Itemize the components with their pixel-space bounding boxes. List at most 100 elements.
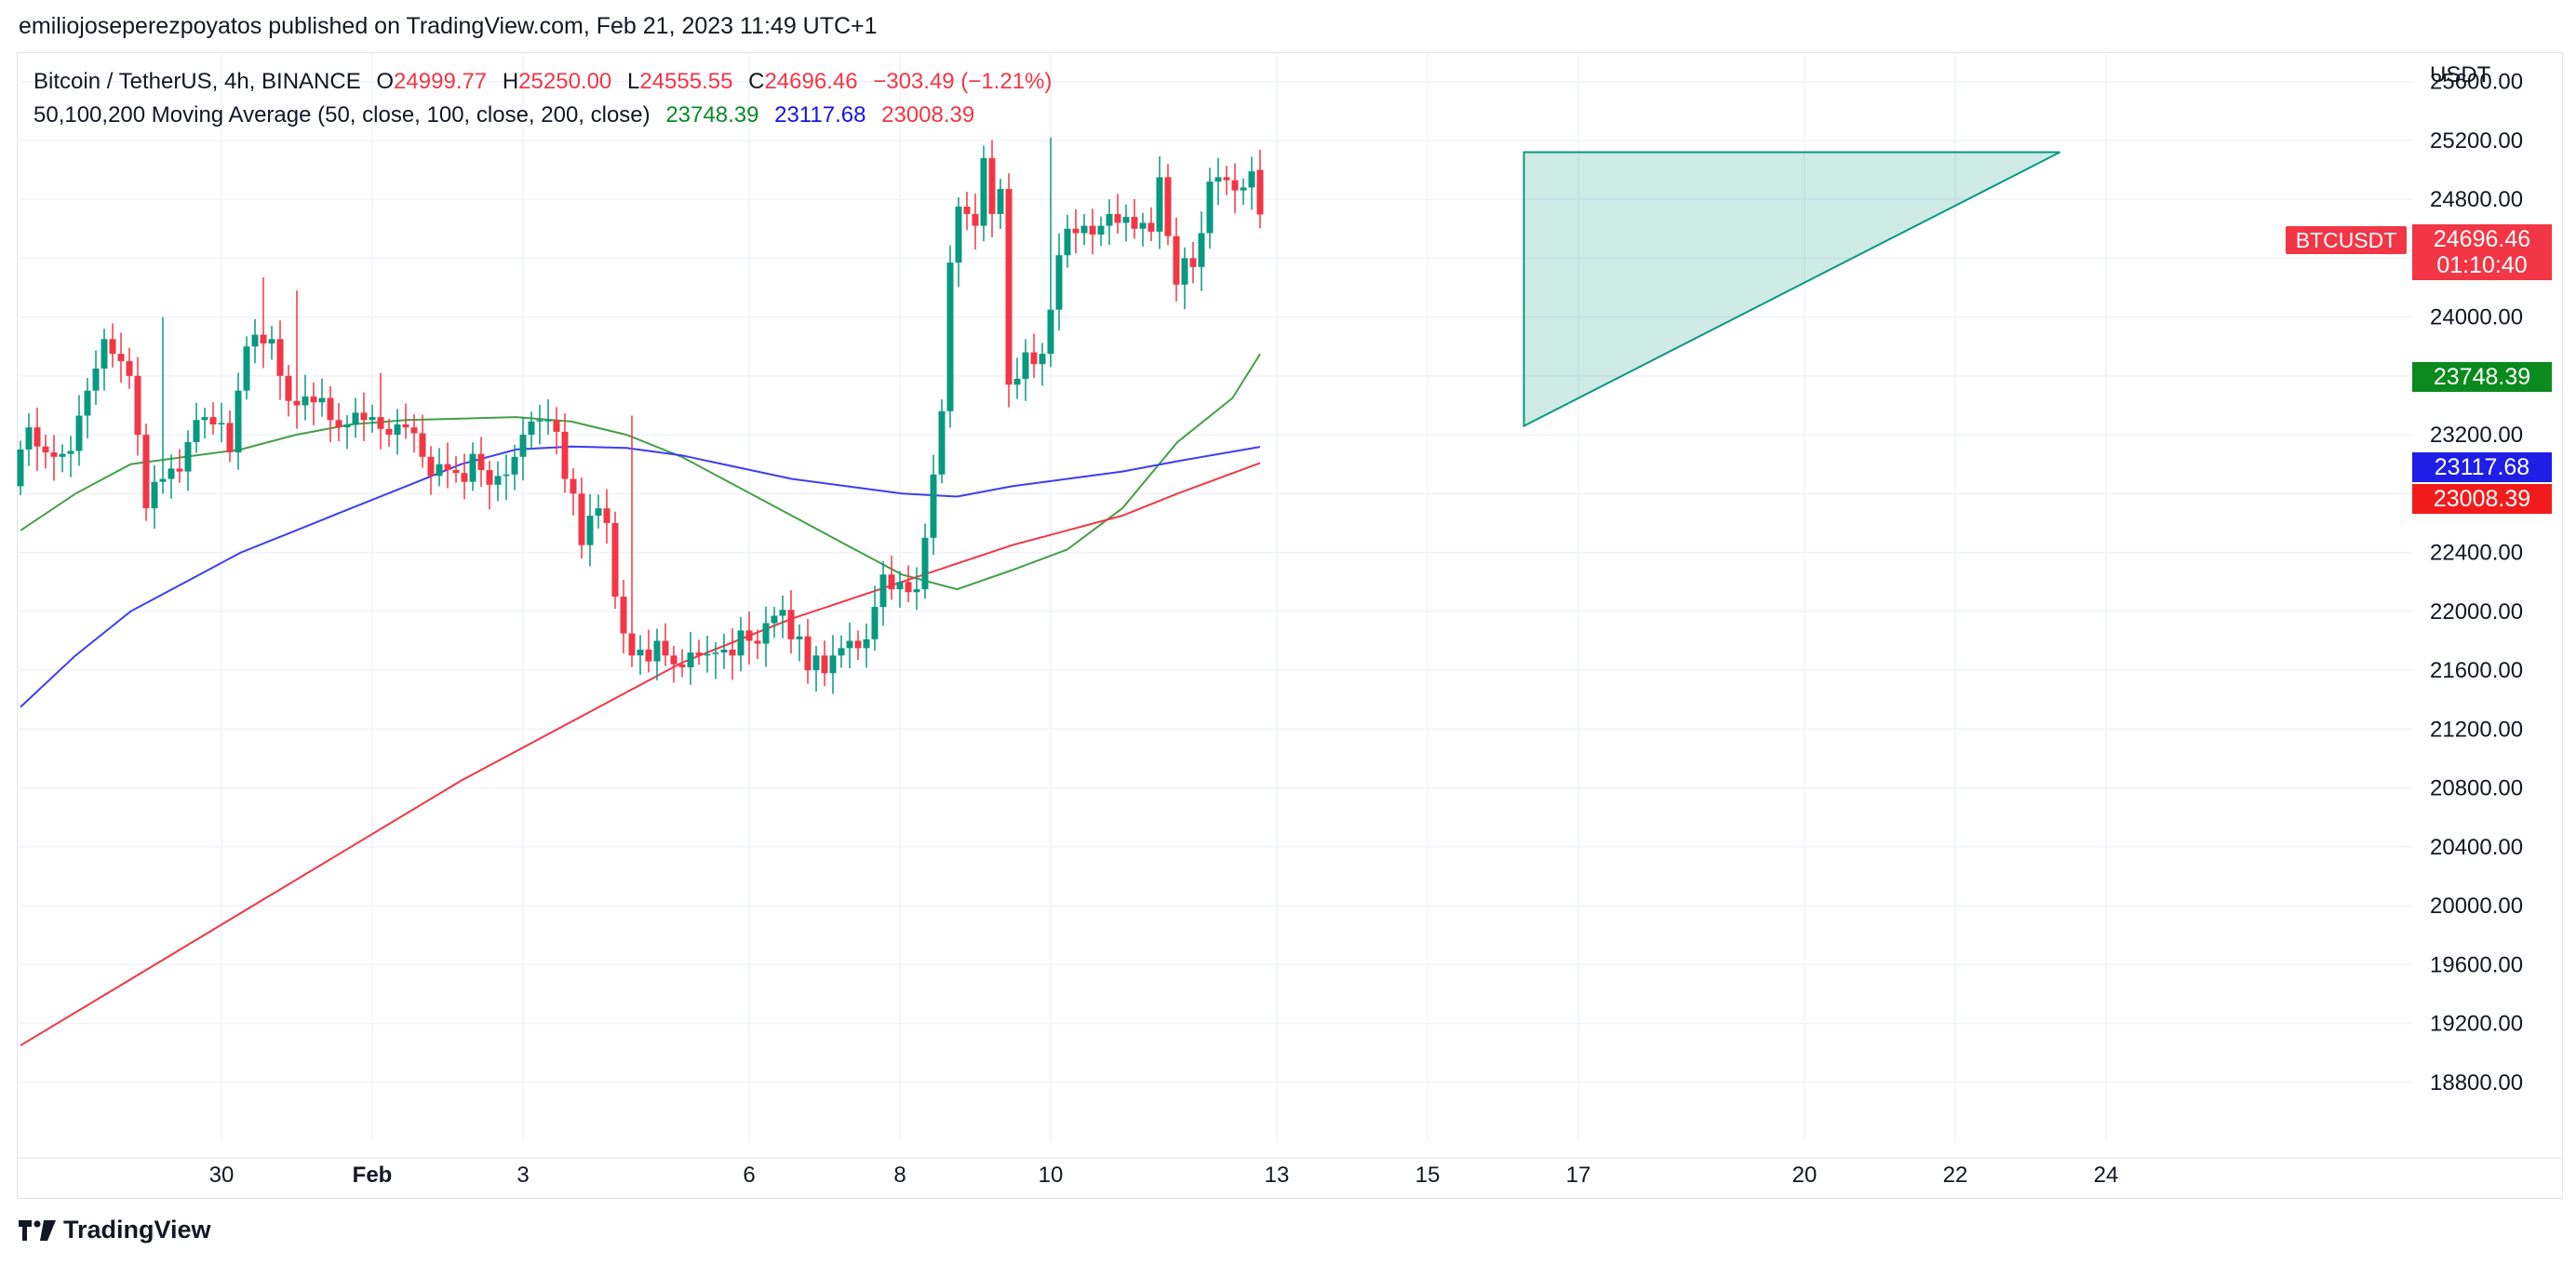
- x-tick-label: 8: [893, 1163, 906, 1188]
- candle-body: [1056, 255, 1063, 310]
- candle-body: [1098, 226, 1105, 235]
- candle-body: [939, 411, 946, 475]
- candle-body: [470, 454, 476, 482]
- candle-body: [989, 158, 996, 214]
- candle-body: [328, 398, 334, 421]
- candle-body: [579, 493, 585, 545]
- candle-body: [855, 640, 862, 648]
- legend-ma-title[interactable]: 50,100,200 Moving Average (50, close, 10…: [34, 102, 651, 128]
- candle-body: [135, 376, 141, 435]
- candle-body: [1123, 217, 1130, 222]
- candle-body: [805, 637, 812, 670]
- candle-body: [411, 427, 418, 433]
- candle-body: [1023, 353, 1029, 379]
- candle-body: [445, 464, 451, 470]
- candle-body: [931, 475, 937, 538]
- candle-body: [663, 640, 669, 655]
- candle-body: [453, 470, 460, 473]
- candle-body: [813, 655, 820, 670]
- candle-body: [897, 582, 904, 589]
- moving-averages: [20, 354, 1260, 1045]
- candle-body: [152, 482, 158, 508]
- candle-body: [202, 417, 208, 420]
- legend-symbol[interactable]: Bitcoin / TetherUS, 4h, BINANCE: [34, 69, 361, 94]
- candle-body: [210, 417, 217, 424]
- candle-body: [252, 335, 259, 347]
- symbol-tag: BTCUSDT: [2286, 226, 2407, 254]
- candle-body: [713, 652, 719, 654]
- candle-body: [822, 655, 828, 673]
- candle-body: [403, 424, 409, 427]
- candles: [18, 138, 1264, 694]
- y-tick-label: 19200.00: [2430, 1012, 2523, 1037]
- candle-body: [344, 424, 351, 427]
- candle-body: [554, 420, 560, 432]
- candle-body: [93, 369, 100, 391]
- candle-body: [771, 616, 778, 624]
- ma50-tag: 23748.39: [2412, 362, 2552, 392]
- legend-ma200: 23008.39: [881, 102, 974, 128]
- candle-body: [797, 637, 803, 639]
- tradingview-logo[interactable]: TradingView: [19, 1216, 211, 1244]
- candle-body: [1224, 177, 1230, 180]
- price-axis[interactable]: 25600.0025200.0024800.0024400.0024000.00…: [2430, 70, 2523, 1096]
- candle-body: [361, 412, 368, 420]
- candle-body: [1107, 214, 1113, 226]
- legend-change: −303.49 (−1.21%): [873, 69, 1052, 94]
- candle-body: [1090, 226, 1096, 235]
- candle-body: [160, 479, 167, 482]
- candle-body: [127, 361, 133, 376]
- y-tick-label: 20800.00: [2430, 776, 2523, 801]
- x-tick-label: 22: [1943, 1163, 1968, 1188]
- last-price: 24696.46: [2412, 226, 2552, 252]
- candle-body: [261, 335, 267, 343]
- candle-body: [1190, 258, 1197, 266]
- x-tick-label: 20: [1792, 1163, 1818, 1188]
- candle-body: [780, 610, 786, 615]
- candle-body: [847, 640, 853, 648]
- candle-body: [26, 427, 33, 450]
- candle-body: [964, 207, 971, 214]
- candle-body: [537, 420, 543, 422]
- candle-body: [621, 597, 627, 634]
- candle-body: [168, 468, 175, 478]
- candle-body: [1241, 187, 1247, 190]
- candle-body: [369, 417, 376, 420]
- candle-body: [319, 398, 326, 403]
- candle-body: [177, 468, 183, 471]
- candle-body: [880, 574, 887, 607]
- candle-body: [604, 508, 610, 523]
- time-axis[interactable]: 30 Feb 3 6 8 10 13 15 17 20 22 24: [17, 1158, 2563, 1188]
- y-tick-label: 24800.00: [2430, 187, 2523, 212]
- legend-low: L24555.55: [627, 69, 732, 94]
- candle-body: [671, 655, 678, 664]
- candle-body: [185, 442, 192, 472]
- x-tick-label: 17: [1566, 1163, 1591, 1188]
- candle-body: [520, 435, 527, 457]
- candle-body: [1115, 214, 1121, 222]
- candle-body: [1048, 310, 1054, 354]
- candle-body: [746, 630, 753, 640]
- candle-body: [76, 416, 83, 451]
- candle-body: [872, 607, 879, 639]
- ascending-triangle-drawing[interactable]: [1524, 153, 2060, 426]
- candle-body: [1165, 177, 1172, 235]
- candle-body: [353, 412, 359, 424]
- x-tick-label: 3: [517, 1163, 529, 1188]
- legend-close: C24696.46: [748, 69, 857, 94]
- candle-body: [1182, 258, 1188, 284]
- candle-body: [51, 452, 58, 457]
- candle-body: [1157, 177, 1163, 232]
- y-tick-label: 24000.00: [2430, 305, 2523, 330]
- candle-body: [1148, 222, 1155, 231]
- candle-body: [755, 640, 761, 643]
- candle-body: [788, 610, 795, 639]
- candle-body: [998, 189, 1004, 214]
- candle-body: [570, 479, 577, 494]
- candle-body: [478, 454, 485, 470]
- candle-body: [529, 422, 535, 435]
- candle-body: [269, 339, 275, 343]
- candle-body: [85, 391, 91, 416]
- candle-body: [981, 158, 987, 226]
